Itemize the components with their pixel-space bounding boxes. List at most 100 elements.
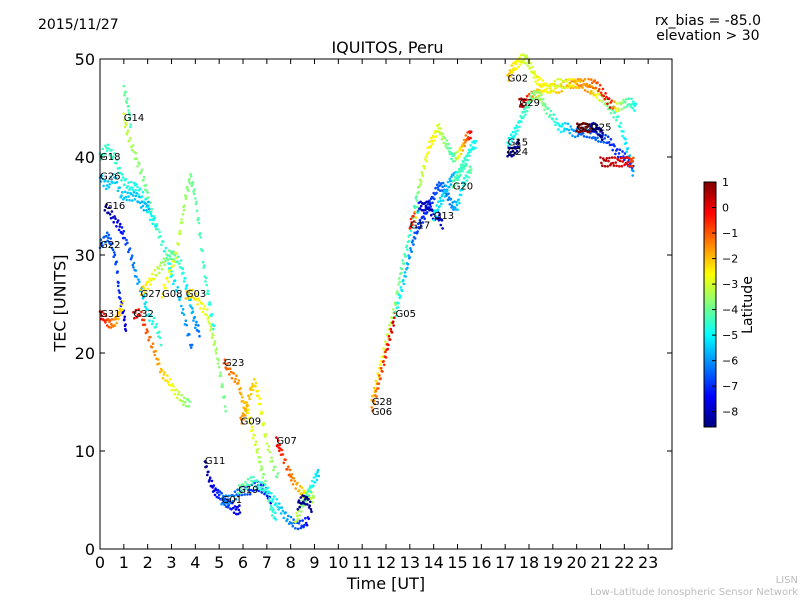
data-point	[196, 303, 199, 306]
data-point	[450, 157, 453, 161]
data-point	[618, 148, 622, 151]
data-point	[247, 408, 250, 412]
data-point	[189, 346, 193, 349]
data-point	[280, 448, 284, 452]
data-point	[400, 289, 404, 293]
data-point	[432, 218, 436, 222]
data-point	[142, 287, 146, 290]
data-point	[507, 79, 511, 82]
data-point	[455, 203, 459, 207]
data-point	[184, 197, 188, 200]
data-point	[409, 229, 413, 233]
data-point	[136, 282, 139, 286]
data-point	[463, 158, 467, 162]
data-point	[583, 77, 587, 81]
data-point	[205, 313, 208, 317]
data-point	[406, 248, 409, 251]
data-point	[573, 78, 576, 81]
data-point	[523, 110, 527, 113]
data-point	[260, 467, 264, 471]
data-point	[516, 129, 519, 132]
data-point	[520, 102, 524, 106]
data-point	[443, 136, 447, 140]
data-point	[428, 203, 432, 206]
data-point	[250, 392, 253, 396]
data-point	[144, 197, 147, 201]
data-point	[534, 80, 537, 84]
data-point	[138, 187, 142, 191]
data-point	[160, 243, 163, 246]
data-point	[188, 333, 191, 336]
data-point	[198, 334, 201, 338]
series-G18	[98, 143, 158, 228]
data-point	[112, 155, 115, 158]
data-point	[606, 107, 610, 111]
data-point	[248, 397, 251, 401]
data-point	[232, 494, 236, 498]
data-point	[161, 261, 165, 264]
data-point	[589, 85, 592, 88]
data-point	[215, 347, 219, 350]
data-point	[158, 336, 162, 340]
data-point	[615, 118, 618, 122]
data-point	[150, 272, 154, 276]
data-point	[141, 293, 144, 297]
data-point	[409, 247, 412, 250]
data-point	[631, 174, 634, 177]
satellite-labels: G14 G18 G26 G16 G22 G31 G27 G32 G08 G03 G23 G09 G07 G…	[100, 74, 611, 506]
data-point	[176, 286, 180, 289]
data-point	[421, 174, 425, 177]
data-point	[553, 120, 556, 124]
x-tick-label: 6	[238, 553, 248, 572]
satellite-label: G14	[124, 113, 144, 124]
satellite-label: G26	[100, 172, 120, 183]
data-point	[543, 103, 547, 106]
data-point	[224, 409, 227, 413]
data-point	[424, 204, 428, 208]
data-point	[210, 336, 214, 340]
data-point	[242, 418, 245, 421]
data-point	[506, 151, 510, 154]
data-point	[396, 306, 400, 309]
data-point	[422, 165, 426, 168]
data-point	[514, 151, 517, 155]
data-point	[177, 255, 180, 258]
data-point	[569, 125, 572, 128]
data-point	[153, 268, 157, 272]
data-point	[401, 259, 405, 262]
data-point	[631, 106, 634, 110]
data-point	[163, 250, 167, 253]
data-point	[602, 141, 606, 144]
data-point	[433, 139, 436, 142]
data-point	[300, 510, 303, 513]
series-G17	[408, 200, 444, 230]
data-point	[389, 327, 393, 331]
data-point	[430, 136, 433, 140]
data-point	[545, 112, 548, 115]
data-point	[557, 91, 561, 94]
satellite-label: G25	[591, 123, 611, 134]
data-point	[519, 114, 522, 118]
data-point	[194, 326, 197, 330]
data-point	[509, 137, 512, 140]
data-point	[399, 286, 403, 289]
data-point	[628, 154, 631, 157]
data-point	[115, 158, 119, 162]
data-point	[159, 343, 163, 347]
data-point	[462, 184, 465, 187]
data-point	[104, 321, 107, 324]
data-point	[223, 405, 227, 408]
data-point	[236, 488, 239, 492]
series-G03	[184, 288, 227, 413]
data-point	[181, 308, 185, 311]
x-tick-label: 21	[590, 553, 610, 572]
data-point	[307, 497, 310, 501]
data-point	[378, 363, 382, 366]
data-point	[273, 511, 277, 514]
data-point	[238, 487, 242, 491]
data-point	[513, 126, 516, 130]
data-point	[437, 127, 440, 130]
satellite-label: G23	[224, 358, 244, 369]
data-point	[105, 234, 108, 238]
data-point	[244, 409, 248, 412]
